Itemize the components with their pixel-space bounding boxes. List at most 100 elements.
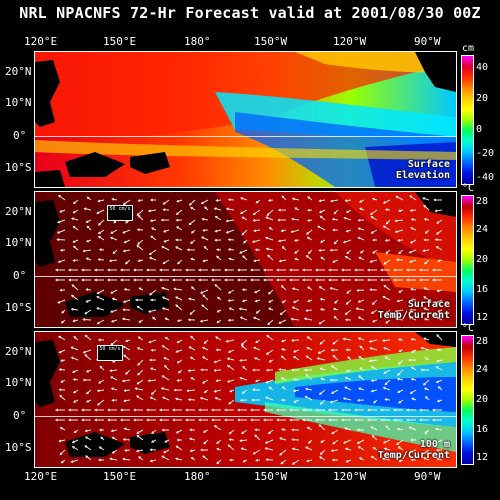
current-vector-arrow [123,427,131,431]
current-vector-arrow [190,457,196,461]
panel-label-line2: Temp/Current [377,450,450,461]
current-vector-arrow [175,209,183,215]
panel-label-line2: Temp/Current [377,310,450,321]
current-vector-arrow [281,195,287,201]
current-vector-arrow [432,418,442,422]
current-vector-arrow [380,418,390,422]
lat-label-10s: 10°S [5,441,32,454]
current-vector-arrow [291,306,300,311]
current-vector-arrow [319,308,326,311]
current-vector-arrow [333,209,339,215]
current-vector-arrow [328,268,338,272]
current-vector-arrow [55,408,65,412]
current-vector-arrow [344,386,352,391]
current-vector-arrow [279,437,287,441]
current-vector-arrow [319,239,326,243]
current-vector-arrow [294,257,300,261]
current-vector-arrow [215,348,222,352]
panel-label-line2: Elevation [395,170,450,181]
current-vector-arrow [304,395,313,401]
current-vector-arrow [149,459,157,463]
current-vector-arrow [264,447,274,451]
current-vector-arrow [385,425,391,431]
current-vector-arrow [346,249,352,255]
current-vector-arrow [187,398,196,402]
current-vector-arrow [202,356,209,361]
current-vector-arrow [409,209,417,212]
current-vector-arrow [82,249,92,253]
current-vector-arrow [138,319,144,323]
current-vector-arrow [333,239,339,245]
current-vector-arrow [68,278,78,282]
current-vector-arrow [302,278,312,282]
current-vector-arrow [266,334,274,341]
current-vector-arrow [267,319,274,326]
current-vector-arrow [332,259,339,263]
current-vector-arrow [318,319,326,325]
current-vector-arrow [136,305,144,311]
current-vector-arrow [292,389,300,393]
current-vector-arrow [406,418,416,422]
current-vector-arrow [357,218,365,222]
current-vector-arrow [57,259,66,263]
current-vector-arrow [55,268,65,272]
current-vector-arrow [161,455,170,461]
current-vector-arrow [329,248,339,252]
current-vector-arrow [345,459,352,463]
current-vector-arrow [280,339,287,343]
current-vector-arrow [242,459,248,463]
current-vector-arrow [224,268,234,272]
current-vector-arrow [291,287,300,291]
current-vector-arrow [61,309,66,314]
current-vector-arrow [70,307,79,311]
current-vector-arrow [85,399,92,403]
current-vector-arrow [122,457,131,461]
current-vector-arrow [307,249,313,255]
current-vector-arrow [354,268,364,272]
current-vector-arrow [424,387,430,391]
current-vector-arrow [398,459,404,463]
current-vector-arrow [263,418,273,422]
current-vector-arrow [266,209,274,217]
current-vector-arrow [333,315,339,321]
current-vector-arrow [356,428,365,432]
current-vector-arrow [72,239,79,243]
current-vector-arrow [419,418,429,422]
current-vector-arrow [97,338,105,342]
current-vector-arrow [382,386,391,391]
current-vector-arrow [133,278,143,282]
current-vector-arrow [424,449,430,454]
current-vector-arrow [59,248,66,252]
current-vector-arrow [434,238,443,242]
current-vector-arrow [60,379,66,383]
current-vector-arrow [109,457,118,461]
current-vector-arrow [176,339,183,344]
current-vector-arrow [58,335,66,341]
current-vector-arrow [318,424,326,431]
current-vector-arrow [385,309,391,314]
current-vector-arrow [216,459,222,465]
current-vector-arrow [84,429,92,433]
current-vector-arrow [277,208,287,212]
current-vector-arrow [214,284,222,291]
current-vector-arrow [319,367,326,371]
current-vector-arrow [94,278,104,282]
current-vector-arrow [122,299,131,304]
current-vector-arrow [59,209,66,213]
lat-label-20n: 20°N [5,205,32,218]
current-vector-arrow [394,219,404,223]
current-vector-arrow [380,278,390,282]
current-vector-arrow [112,249,118,255]
current-vector-arrow [359,207,365,211]
colorbar-tick: 20 [476,254,489,265]
current-vector-arrow [214,215,222,221]
current-vector-arrow [198,418,208,422]
current-vector-arrow [161,245,170,251]
current-vector-arrow [203,245,209,251]
current-vector-arrow [213,359,222,364]
current-vector-arrow [409,449,417,453]
current-vector-arrow [213,389,222,393]
lat-label-10n: 10°N [5,236,32,249]
current-vector-arrow [410,438,417,442]
current-vector-arrow [255,199,261,204]
